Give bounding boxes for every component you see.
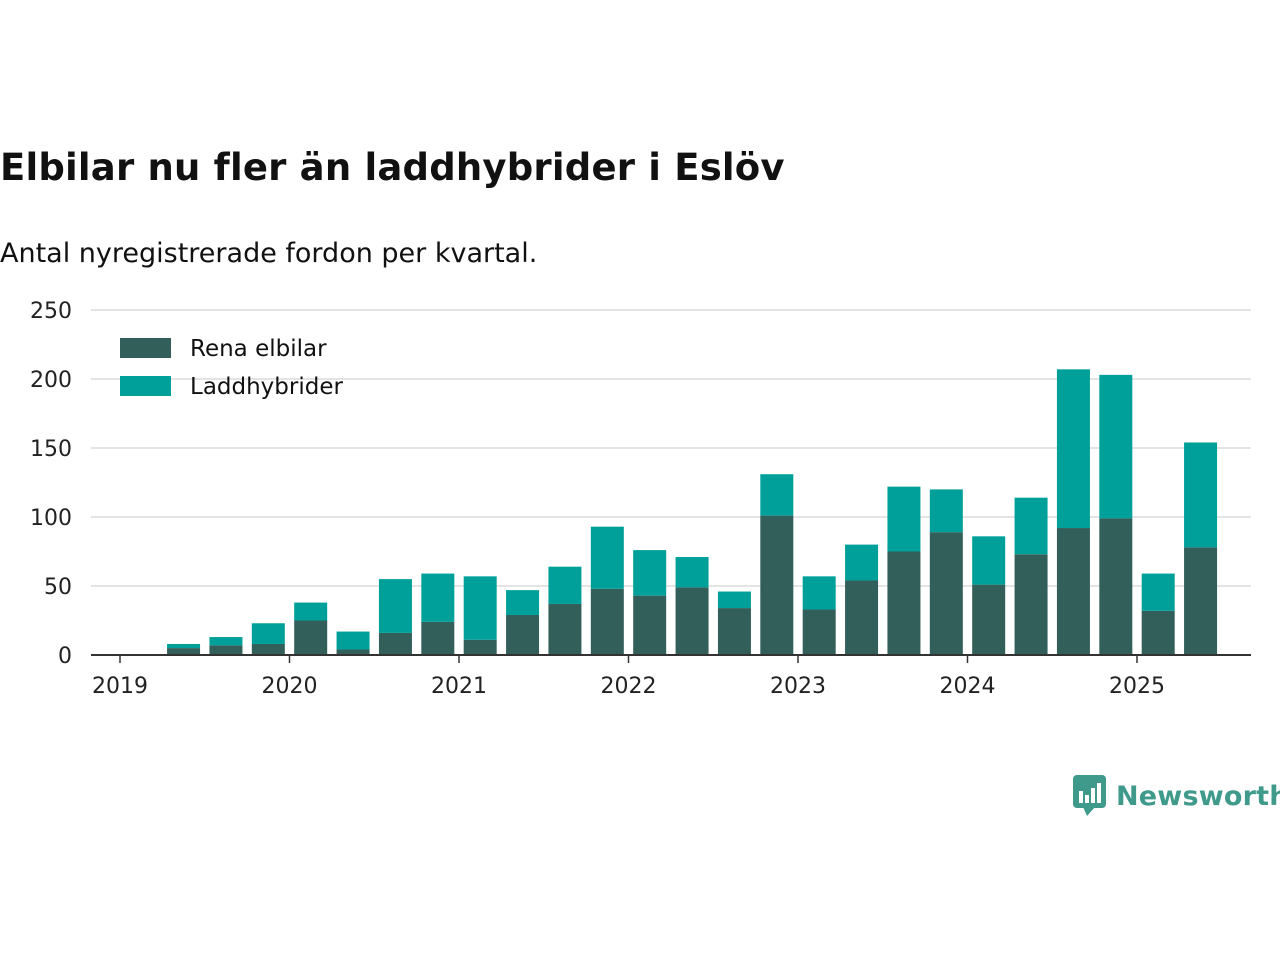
bars	[167, 369, 1218, 655]
bar-segment	[378, 579, 412, 633]
bar-segment	[463, 639, 497, 655]
x-tick-label: 2024	[940, 674, 996, 699]
bar-segment	[209, 645, 243, 655]
y-tick-label: 50	[44, 575, 72, 600]
bar-segment	[887, 486, 921, 552]
chart-subtitle: Antal nyregistrerade fordon per kvartal.	[0, 238, 538, 269]
bar-segment	[972, 584, 1006, 655]
bar-segment	[209, 637, 243, 646]
bar-segment	[421, 621, 455, 655]
chart-title: Elbilar nu fler än laddhybrider i Eslöv	[0, 146, 785, 189]
bar-segment	[167, 643, 201, 649]
x-tick-label: 2020	[262, 674, 318, 699]
bar-segment	[760, 474, 794, 516]
y-tick-label: 100	[30, 506, 72, 531]
bar-segment	[1056, 369, 1090, 529]
bar-chart-speech-bubble-icon	[1073, 775, 1106, 816]
bar-segment	[506, 614, 540, 655]
bar-segment	[802, 576, 836, 610]
legend-label: Laddhybrider	[190, 374, 343, 400]
bar-segment	[929, 532, 963, 655]
bar-segment	[251, 623, 285, 644]
bar-segment	[590, 588, 624, 655]
legend-swatch	[120, 376, 171, 396]
newsworthy-logo: Newsworthy	[1072, 774, 1280, 818]
bar-segment	[336, 649, 370, 655]
x-tick-label: 2023	[770, 674, 826, 699]
bar-segment	[294, 602, 328, 621]
y-tick-label: 0	[58, 644, 72, 669]
bar-segment	[717, 591, 751, 609]
bar-segment	[463, 576, 497, 640]
bar-segment	[506, 590, 540, 615]
y-tick-label: 250	[30, 299, 72, 324]
bar-segment	[1014, 554, 1048, 655]
bar-segment	[548, 603, 582, 655]
legend: Rena elbilar Laddhybrider	[120, 336, 343, 400]
bar-segment	[845, 544, 879, 581]
bar-segment	[972, 536, 1006, 585]
bar-segment	[378, 632, 412, 655]
bar-segment	[675, 587, 709, 655]
bar-segment	[1099, 374, 1133, 519]
bar-segment	[675, 557, 709, 588]
y-tick-label: 150	[30, 437, 72, 462]
bar-segment	[1141, 573, 1175, 611]
bar-segment	[1056, 528, 1090, 655]
bar-segment	[887, 551, 921, 655]
bar-segment	[548, 566, 582, 604]
x-tick-label: 2025	[1109, 674, 1165, 699]
bar-segment	[251, 643, 285, 655]
bar-segment	[294, 620, 328, 655]
bar-segment	[421, 573, 455, 622]
y-axis-ticks: 0 50 100 150 200 250	[30, 299, 72, 669]
bar-segment	[633, 550, 667, 596]
bar-segment	[802, 609, 836, 655]
legend-label: Rena elbilar	[190, 336, 327, 362]
x-tick-label: 2022	[601, 674, 657, 699]
bar-segment	[929, 489, 963, 533]
bar-segment	[336, 631, 370, 650]
bar-segment	[1099, 518, 1133, 655]
x-axis-ticks: 2019 2020 2021 2022 2023 2024 2025	[92, 655, 1165, 699]
bar-segment	[590, 526, 624, 589]
y-tick-label: 200	[30, 368, 72, 393]
bar-segment	[1141, 610, 1175, 655]
bar-segment	[167, 648, 201, 655]
bar-segment	[717, 608, 751, 655]
x-tick-label: 2021	[431, 674, 487, 699]
bar-segment	[1014, 497, 1048, 555]
brand-name: Newsworthy	[1116, 780, 1280, 812]
bar-segment	[1184, 547, 1218, 655]
legend-swatch	[120, 338, 171, 358]
bar-segment	[1184, 442, 1218, 548]
x-tick-label: 2019	[92, 674, 148, 699]
bar-segment	[760, 515, 794, 655]
bar-segment	[845, 580, 879, 655]
bar-segment	[633, 595, 667, 655]
